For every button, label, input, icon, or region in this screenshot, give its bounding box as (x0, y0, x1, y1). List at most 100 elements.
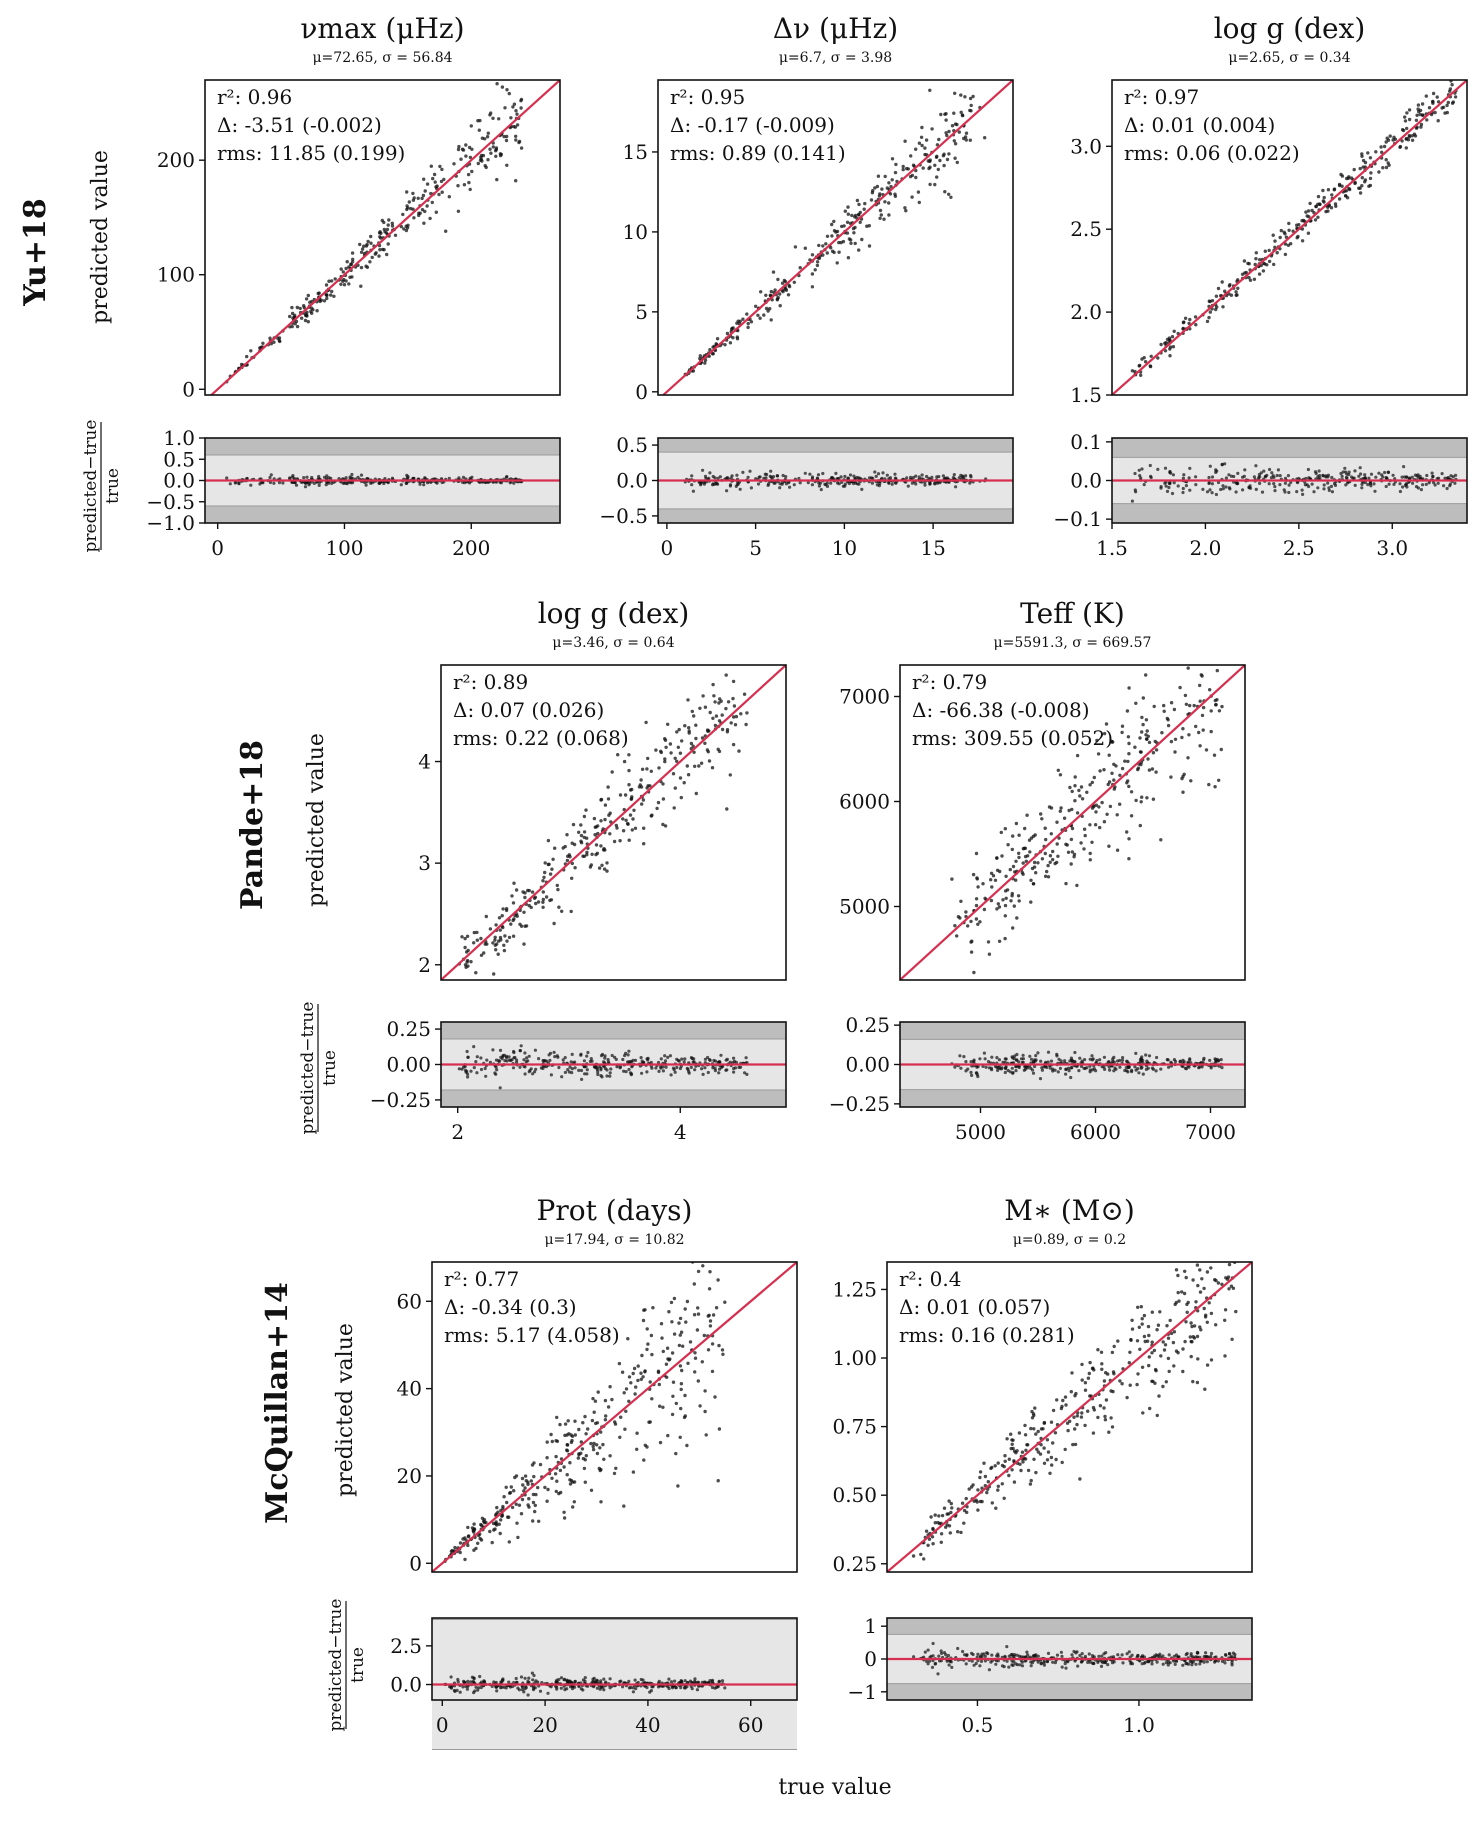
residual-point (1015, 1058, 1018, 1061)
data-point (475, 931, 478, 934)
data-point (1183, 1340, 1186, 1343)
data-point (505, 139, 508, 142)
chart-title: Prot (days) (537, 1194, 693, 1227)
data-point (1004, 914, 1007, 917)
stat-r2: r²: 0.95 (670, 85, 745, 109)
data-point (1094, 810, 1097, 813)
residual-point (1268, 468, 1271, 471)
data-point (1030, 1479, 1033, 1482)
data-point (563, 1516, 566, 1519)
residual-point (726, 476, 729, 479)
data-point (512, 901, 515, 904)
residual-point (1437, 482, 1440, 485)
residual-point (225, 476, 228, 479)
residual-point (1023, 1069, 1026, 1072)
data-point (1317, 195, 1320, 198)
data-point (1104, 1418, 1107, 1421)
chart-subtitle: μ=3.46, σ = 0.64 (552, 635, 674, 651)
data-point (1200, 1277, 1203, 1280)
data-point (660, 1336, 663, 1339)
data-point (1100, 801, 1103, 804)
data-point (1014, 879, 1017, 882)
data-point (1098, 769, 1101, 772)
data-point (784, 287, 787, 290)
data-point (494, 923, 497, 926)
residual-point (1188, 467, 1191, 470)
residual-point (1063, 1059, 1066, 1062)
residual-point (942, 474, 945, 477)
data-point (596, 1452, 599, 1455)
data-point (1010, 1468, 1013, 1471)
data-point (1098, 826, 1101, 829)
residual-point (461, 1685, 464, 1688)
residual-point (677, 1059, 680, 1062)
residual-point (1207, 476, 1210, 479)
data-point (521, 890, 524, 893)
residual-point (692, 1057, 695, 1060)
residual-point (580, 1069, 583, 1072)
data-point (1214, 308, 1217, 311)
data-point (607, 797, 610, 800)
data-point (547, 839, 550, 842)
data-point (494, 936, 497, 939)
data-point (501, 914, 504, 917)
residual-point (237, 482, 240, 485)
data-point (1218, 709, 1221, 712)
data-point (1173, 750, 1176, 753)
residual-point (634, 1687, 637, 1690)
data-point (942, 153, 945, 156)
residual-point (732, 1067, 735, 1070)
data-point (665, 1363, 668, 1366)
data-point (650, 1334, 653, 1337)
data-point (1126, 760, 1129, 763)
residual-point (743, 1071, 746, 1074)
data-point (1227, 1275, 1230, 1278)
data-point (734, 723, 737, 726)
data-point (1198, 1268, 1201, 1271)
data-point (571, 1435, 574, 1438)
data-point (1088, 1361, 1091, 1364)
data-point (593, 1411, 596, 1414)
data-point (1428, 106, 1431, 109)
data-point (562, 1465, 565, 1468)
data-point (821, 244, 824, 247)
data-point (1416, 107, 1419, 110)
residual-point (1012, 1660, 1015, 1663)
residual-point (629, 1686, 632, 1689)
data-point (1021, 1460, 1024, 1463)
data-point (788, 285, 791, 288)
data-point (1207, 783, 1210, 786)
residual-point (973, 1664, 976, 1667)
data-point (1287, 229, 1290, 232)
residual-point (1050, 1060, 1053, 1063)
residual-point (1166, 490, 1169, 493)
data-point (1207, 316, 1210, 319)
residual-point (654, 1066, 657, 1069)
data-point (787, 293, 790, 296)
data-point (966, 924, 969, 927)
data-point (1126, 709, 1129, 712)
residual-point (1139, 476, 1142, 479)
data-point (1454, 95, 1457, 98)
data-point (573, 1480, 576, 1483)
residual-point (995, 1056, 998, 1059)
data-point (1004, 875, 1007, 878)
data-point (947, 1512, 950, 1515)
data-point (1130, 814, 1133, 817)
residual-point (557, 1066, 560, 1069)
data-point (1255, 251, 1258, 254)
residual-point (474, 1060, 477, 1063)
residual-point (975, 1071, 978, 1074)
data-point (359, 285, 362, 288)
data-point (667, 1310, 670, 1313)
residual-point (1046, 1660, 1049, 1663)
residual-point (631, 1059, 634, 1062)
data-point (680, 1369, 683, 1372)
residual-point (1112, 1069, 1115, 1072)
data-point (505, 164, 508, 167)
data-point (245, 355, 248, 358)
data-point (1230, 1338, 1233, 1341)
residual-point (505, 475, 508, 478)
residual-point (1232, 475, 1235, 478)
data-point (546, 1440, 549, 1443)
